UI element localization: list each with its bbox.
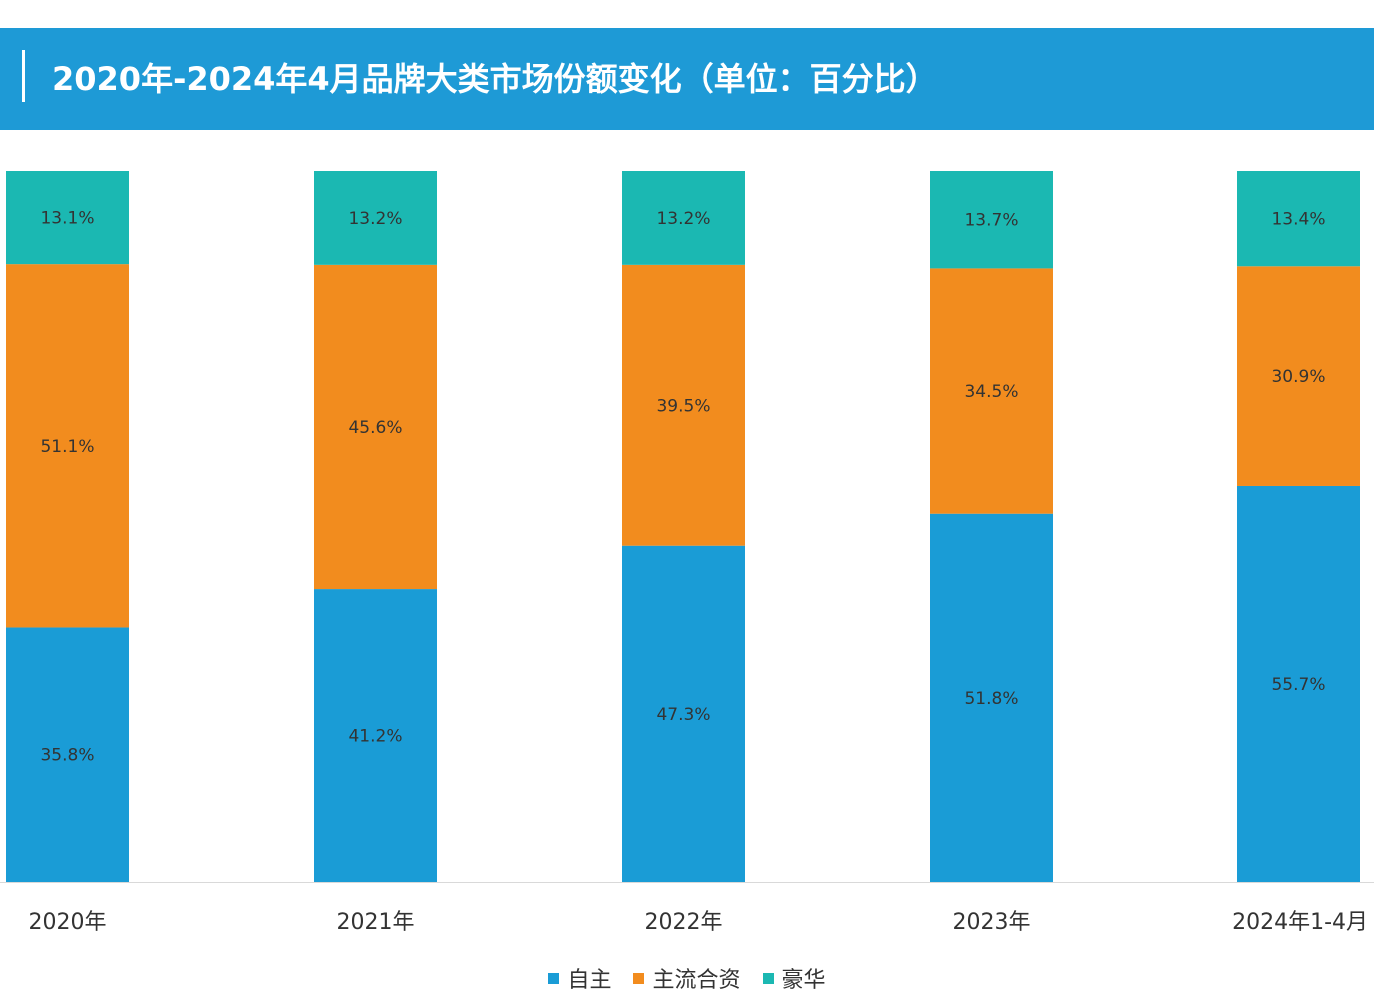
bar-segment-豪华-2022年 xyxy=(622,171,745,265)
stacked-bar-chart: 35.8% 51.1% 13.1% 2020年 41.2% 45.6% 13.2% 2021年… xyxy=(0,171,1374,935)
legend-item-豪华: 豪华 xyxy=(762,962,826,994)
bar-segment-主流合资-2024年1-4月 xyxy=(1237,266,1360,486)
bar-segment-豪华-2023年 xyxy=(930,171,1053,269)
bar-segment-主流合资-2022年 xyxy=(622,264,745,546)
data-label: 13.7% xyxy=(964,211,1018,231)
data-label: 35.8% xyxy=(40,746,94,766)
data-label: 13.2% xyxy=(348,209,402,229)
bar-segment-自主-2023年 xyxy=(930,513,1053,882)
legend-swatch-icon xyxy=(762,972,774,984)
legend-label: 豪华 xyxy=(781,968,826,993)
x-tick-label: 2022年 xyxy=(645,910,723,935)
data-label: 13.4% xyxy=(1271,210,1325,230)
legend-swatch-icon xyxy=(633,972,645,984)
data-label: 34.5% xyxy=(964,382,1018,402)
data-label: 41.2% xyxy=(348,727,402,747)
data-label: 13.2% xyxy=(656,209,710,229)
data-label: 47.3% xyxy=(656,705,710,725)
legend-item-自主: 自主 xyxy=(548,962,611,994)
legend-label: 主流合资 xyxy=(652,968,741,993)
bar-segment-豪华-2020年 xyxy=(6,171,129,265)
data-label: 13.1% xyxy=(40,209,94,229)
legend-swatch-icon xyxy=(548,972,560,984)
chart-legend: 自主 主流合资 豪华 xyxy=(0,958,1374,998)
data-label: 45.6% xyxy=(348,418,402,438)
bar-segment-豪华-2024年1-4月 xyxy=(1237,171,1360,267)
data-label: 30.9% xyxy=(1271,367,1325,387)
bar-segment-主流合资-2021年 xyxy=(314,264,437,590)
data-label: 55.7% xyxy=(1271,675,1325,695)
data-label: 51.1% xyxy=(40,437,94,457)
bar-segment-主流合资-2023年 xyxy=(930,268,1053,514)
bar-segment-豪华-2021年 xyxy=(314,171,437,265)
chart-title: 2020年-2024年4月品牌大类市场份额变化（单位：百分比） xyxy=(52,60,938,98)
bar-segment-自主-2020年 xyxy=(6,627,129,882)
bar-segment-自主-2022年 xyxy=(622,545,745,882)
bar-segment-自主-2021年 xyxy=(314,589,437,882)
x-tick-label: 2020年 xyxy=(29,910,107,935)
legend-label: 自主 xyxy=(567,968,612,993)
bar-segment-自主-2024年1-4月 xyxy=(1237,485,1360,882)
header-accent-bar xyxy=(22,50,25,102)
legend-item-主流合资: 主流合资 xyxy=(633,962,741,994)
x-tick-label: 2024年1-4月 xyxy=(1232,910,1368,935)
data-label: 39.5% xyxy=(656,396,710,416)
bar-segment-主流合资-2020年 xyxy=(6,264,129,628)
data-label: 51.8% xyxy=(964,689,1018,709)
chart-header: 2020年-2024年4月品牌大类市场份额变化（单位：百分比） xyxy=(0,28,1374,130)
x-tick-label: 2023年 xyxy=(953,910,1031,935)
x-tick-label: 2021年 xyxy=(337,910,415,935)
